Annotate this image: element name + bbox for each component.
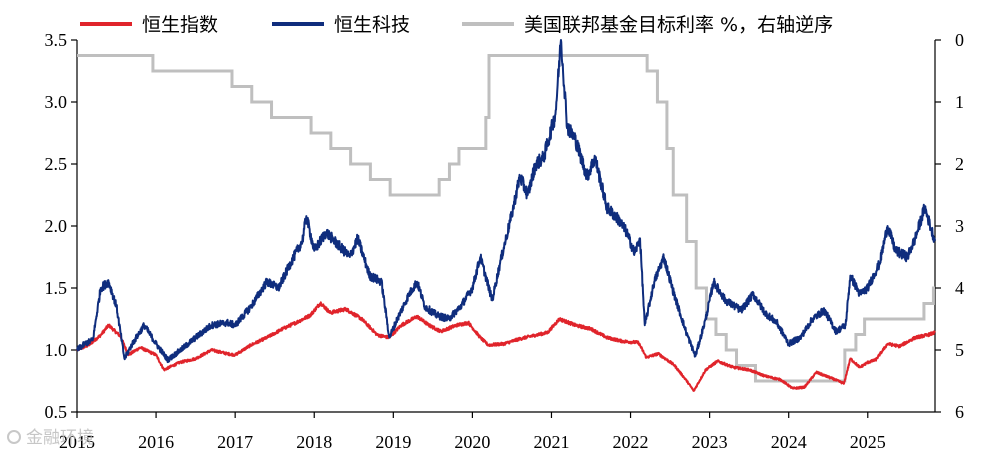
left-tick-label: 1.5 — [45, 278, 68, 298]
left-tick-label: 0.5 — [45, 402, 68, 422]
legend-label-hstech: 恒生科技 — [334, 14, 410, 36]
legend-label-hsi: 恒生指数 — [142, 14, 218, 36]
x-tick-label: 2019 — [375, 432, 411, 452]
x-tick-label: 2018 — [296, 432, 332, 452]
x-tick-label: 2017 — [217, 432, 253, 452]
left-tick-label: 1.0 — [45, 340, 68, 360]
x-tick-label: 2021 — [533, 432, 569, 452]
x-ticks: 2015 2016 2017 2018 2019 2020 2021 2022 2023 2024… — [59, 412, 886, 452]
right-tick-label: 3 — [955, 216, 964, 236]
legend: 恒生指数 恒生科技 美国联邦基金目标利率 %，右轴逆序 — [80, 14, 833, 36]
series-line-fed-rate — [77, 54, 935, 383]
x-tick-label: 2015 — [59, 432, 95, 452]
right-y-ticks: 0 1 2 3 4 5 6 — [935, 30, 964, 422]
watermark-text: 金融环境 — [26, 428, 94, 448]
right-tick-label: 2 — [955, 154, 964, 174]
left-tick-label: 3.5 — [45, 30, 68, 50]
series-layer — [76, 39, 936, 392]
right-tick-label: 1 — [955, 92, 964, 112]
x-tick-label: 2023 — [692, 432, 728, 452]
watermark-logo-icon — [7, 430, 21, 444]
right-tick-label: 5 — [955, 340, 964, 360]
left-tick-label: 3.0 — [45, 92, 68, 112]
x-tick-label: 2025 — [850, 432, 886, 452]
right-tick-label: 4 — [955, 278, 964, 298]
left-tick-label: 2.0 — [45, 216, 68, 236]
x-tick-label: 2024 — [771, 432, 807, 452]
right-tick-label: 6 — [955, 402, 964, 422]
series-line-hsi — [76, 301, 936, 392]
legend-label-fed-rate: 美国联邦基金目标利率 %，右轴逆序 — [524, 14, 833, 36]
right-tick-label: 0 — [955, 30, 964, 50]
x-tick-label: 2016 — [138, 432, 174, 452]
x-tick-label: 2020 — [454, 432, 490, 452]
left-tick-label: 2.5 — [45, 154, 68, 174]
series-line-hstech — [76, 39, 936, 364]
watermark: 金融环境 — [7, 428, 94, 448]
x-tick-label: 2022 — [613, 432, 649, 452]
left-y-ticks: 0.5 1.0 1.5 2.0 2.5 3.0 3.5 — [45, 30, 77, 422]
